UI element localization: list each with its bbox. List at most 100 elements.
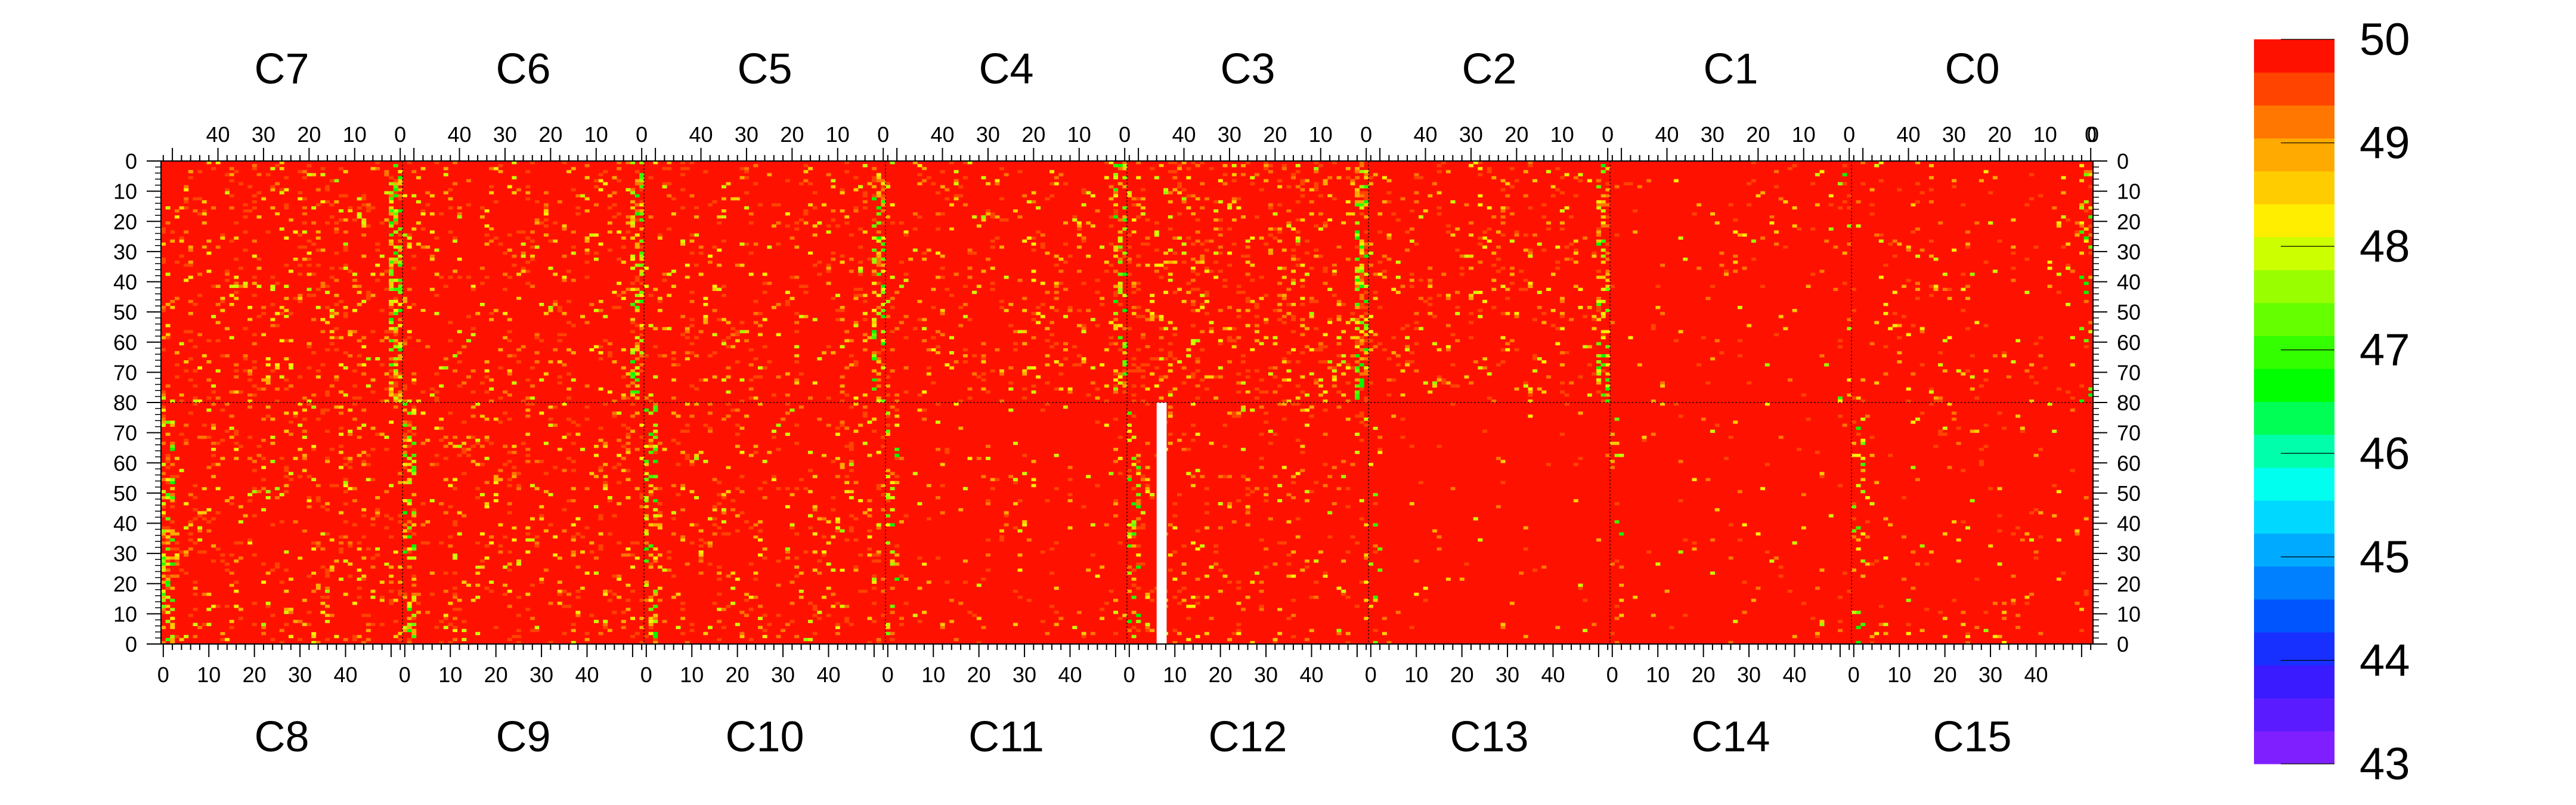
heatmap-cell [484, 438, 490, 442]
heatmap-cell [1186, 372, 1191, 376]
heatmap-cell [1218, 227, 1223, 231]
heatmap-cell [302, 517, 307, 521]
heatmap-cell [931, 224, 936, 228]
heatmap-cell [2079, 224, 2085, 228]
heatmap-cell [498, 420, 503, 424]
heatmap-cell [881, 284, 886, 288]
heatmap-cell [1136, 254, 1141, 258]
heatmap-cell [1150, 200, 1155, 204]
heatmap-cell [1122, 273, 1128, 276]
heatmap-cell [393, 333, 398, 336]
heatmap-cell [730, 284, 736, 288]
heatmap-cell [612, 360, 617, 364]
heatmap-cell [516, 405, 521, 409]
heatmap-cell [1596, 227, 1602, 231]
heatmap-cell [940, 254, 945, 258]
heatmap-cell [1036, 230, 1041, 234]
heatmap-cell [721, 378, 726, 382]
heatmap-cell [1364, 194, 1369, 198]
heatmap-cell [416, 176, 421, 179]
heatmap-cell [794, 378, 800, 382]
heatmap-cell [1104, 194, 1109, 198]
heatmap-cell [1359, 384, 1364, 388]
heatmap-cell [161, 270, 166, 273]
heatmap-cell [425, 541, 431, 545]
heatmap-cell [220, 191, 225, 194]
heatmap-cell [1245, 393, 1250, 397]
heatmap-cell [1888, 242, 1893, 246]
heatmap-cell [489, 399, 494, 403]
heatmap-cell [411, 460, 417, 463]
heatmap-cell [1063, 287, 1068, 291]
heatmap-cell [1755, 194, 1761, 198]
heatmap-cell [1564, 393, 1569, 397]
heatmap-cell [1122, 384, 1128, 388]
heatmap-cell [1496, 363, 1501, 367]
heatmap-cell [462, 447, 467, 451]
heatmap-cell [521, 580, 526, 584]
heatmap-cell [881, 179, 886, 182]
heatmap-cell [1022, 342, 1027, 346]
heatmap-cell [284, 466, 289, 469]
heatmap-cell [858, 227, 863, 231]
heatmap-cell [1300, 284, 1305, 288]
heatmap-cell [407, 233, 412, 237]
heatmap-cell [748, 321, 754, 324]
heatmap-cell [1168, 390, 1173, 394]
heatmap-cell [420, 637, 426, 642]
heatmap-cell [453, 167, 457, 171]
heatmap-cell [1355, 281, 1360, 285]
heatmap-cell [1592, 254, 1597, 258]
heatmap-cell [1040, 233, 1045, 237]
heatmap-cell [306, 354, 312, 358]
heatmap-cell [1473, 270, 1478, 273]
heatmap-cell [470, 327, 476, 330]
heatmap-cell [393, 345, 398, 349]
heatmap-cell [543, 312, 549, 315]
heatmap-cell [1049, 182, 1055, 185]
heatmap-cell [298, 637, 303, 642]
heatmap-cell [507, 550, 512, 554]
heatmap-cell [862, 312, 868, 315]
heatmap-cell [334, 164, 339, 168]
heatmap-cell [1017, 170, 1023, 174]
heatmap-cell [685, 357, 690, 361]
heatmap-cell [288, 363, 293, 367]
heatmap-cell [1596, 242, 1602, 246]
heatmap-cell [1469, 278, 1474, 282]
heatmap-cell [1168, 215, 1173, 219]
heatmap-cell [407, 469, 412, 472]
heatmap-cell [1336, 312, 1342, 315]
heatmap-cell [1300, 302, 1305, 306]
heatmap-cell [748, 242, 754, 246]
heatmap-cell [1281, 293, 1287, 298]
heatmap-cell [1578, 302, 1583, 306]
heatmap-cell [1892, 239, 1897, 243]
heatmap-cell [607, 342, 612, 346]
heatmap-cell [453, 239, 457, 243]
heatmap-cell [721, 197, 726, 201]
heatmap-cell [1928, 200, 1934, 204]
heatmap-cell [197, 526, 203, 530]
heatmap-cell [407, 502, 412, 506]
heatmap-cell [384, 490, 389, 494]
heatmap-cell [1938, 242, 1943, 246]
heatmap-cell [1163, 261, 1169, 264]
heatmap-cell [808, 254, 813, 258]
heatmap-cell [1163, 290, 1169, 295]
heatmap-cell [1341, 287, 1346, 291]
heatmap-cell [389, 236, 394, 240]
heatmap-cell [1022, 369, 1027, 373]
heatmap-cell [566, 299, 572, 304]
heatmap-cell [872, 290, 877, 295]
heatmap-cell [1190, 372, 1196, 376]
heatmap-cell [1405, 363, 1410, 367]
heatmap-cell [1291, 278, 1296, 282]
heatmap-cell [1236, 284, 1241, 288]
heatmap-cell [707, 354, 713, 358]
heatmap-cell [466, 435, 471, 439]
heatmap-cell [1049, 321, 1055, 324]
heatmap-cell [402, 384, 407, 388]
heatmap-cell [1610, 284, 1615, 288]
heatmap-cell [507, 185, 512, 188]
